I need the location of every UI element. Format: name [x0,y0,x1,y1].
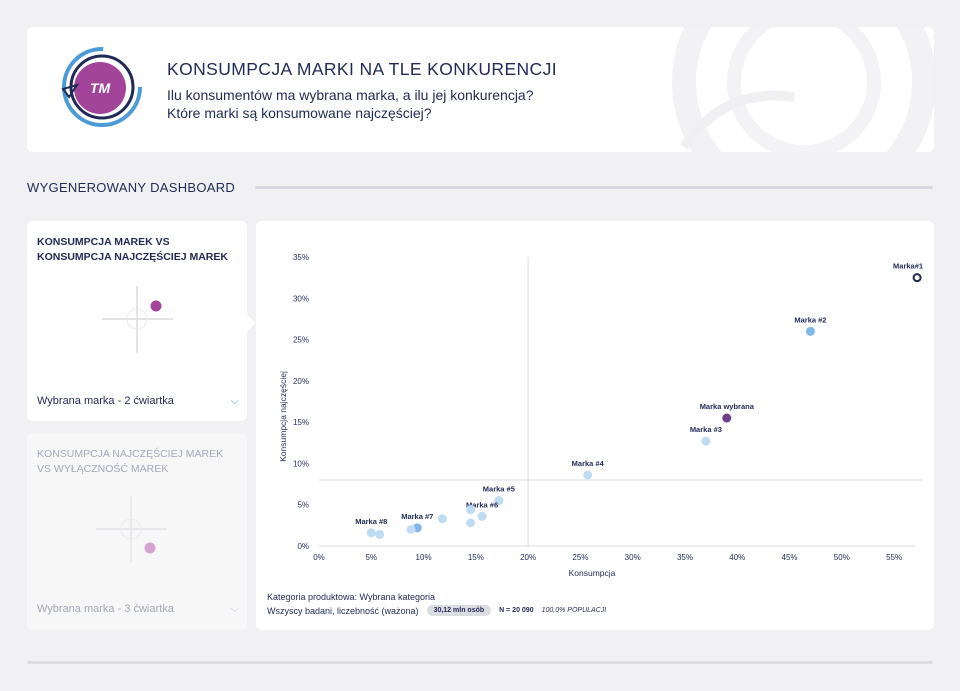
data-point [477,511,487,521]
bottom-divider [27,661,933,664]
chevron-down-icon[interactable]: ⌵ [230,603,239,615]
y-axis-label: Konsumpcja najczęściej [278,371,288,462]
data-point [722,413,732,423]
subtitle-line-1: Ilu konsumentów ma wybrana marka, a ilu … [167,87,534,103]
quadrant-select[interactable]: Wybrana marka - 2 ćwiartka ⌵ [37,395,239,407]
y-tick-label: 25% [293,336,309,345]
data-label: Marka #4 [572,459,605,468]
quadrant-icon [96,496,167,563]
header-decoration [672,27,934,152]
x-tick-label: 40% [729,553,745,562]
quadrant-select-value: Wybrana marka - 3 ćwiartka [37,603,174,615]
y-tick-label: 30% [293,294,309,303]
y-tick-label: 5% [297,501,309,510]
data-point [466,518,476,528]
y-tick-label: 10% [293,459,309,468]
sample-size: N = 20 090 [499,607,534,614]
tm-logo: TM [61,47,142,127]
y-tick-label: 0% [297,542,309,551]
x-tick-label: 55% [886,553,902,562]
y-tick-label: 35% [293,253,309,262]
quadrant-select[interactable]: Wybrana marka - 3 ćwiartka ⌵ [37,603,239,615]
chevron-down-icon[interactable]: ⌵ [230,395,239,407]
side-card-quadrant-3[interactable]: KONSUMPCJA NAJCZĘŚCIEJ MAREK VS WYŁĄCZNO… [27,433,247,630]
y-tick-label: 15% [293,418,309,427]
quadrant-icon [102,286,173,353]
y-tick-label: 20% [293,377,309,386]
x-tick-label: 0% [313,553,325,562]
x-tick-label: 35% [677,553,693,562]
population-badge: 30,12 mln osób [426,605,492,616]
category-label: Kategoria produktowa: Wybrana kategoria [267,592,436,602]
data-point [805,326,815,336]
x-tick-label: 20% [520,553,536,562]
x-tick-label: 5% [365,553,377,562]
data-point [375,529,385,539]
scatter-chart: 0% 5% 10% 15% 20% 25% 30% 35% 40% 45% 50% 55% 0% 5% 10… [278,253,923,578]
data-label: Marka#1 [893,262,923,271]
page-subtitle: Ilu konsumentów ma wybrana marka, a ilu … [167,86,687,122]
data-label: Marka #3 [690,425,722,434]
sample-label: Wszyscy badani, liczebność (ważona) [267,605,419,616]
x-tick-label: 25% [572,553,588,562]
side-card-quadrant-2[interactable]: KONSUMPCJA MAREK VS KONSUMPCJA NAJCZĘŚCI… [27,221,247,421]
data-point [701,436,711,446]
data-point [912,273,922,283]
side-card-title: KONSUMPCJA MAREK VS KONSUMPCJA NAJCZĘŚCI… [37,236,228,263]
data-label: Marka #5 [483,485,515,494]
data-point [466,505,476,515]
section-title: WYGENEROWANY DASHBOARD [27,180,236,195]
section-divider [255,186,933,189]
data-point [366,528,376,538]
quadrant-dot [150,300,162,312]
x-tick-label: 30% [625,553,641,562]
quadrant-dot [144,542,156,554]
data-point [406,524,416,534]
data-point [494,496,504,506]
data-label: Marka wybrana [700,402,755,411]
logo-text: TM [90,80,111,96]
x-axis-label: Konsumpcja [569,568,616,578]
x-tick-label: 15% [468,553,484,562]
sample-info: Wszyscy badani, liczebność (ważona) 30,1… [267,605,606,616]
x-tick-label: 50% [834,553,850,562]
data-label: Marka #2 [794,315,826,324]
side-card-title: KONSUMPCJA NAJCZĘŚCIEJ MAREK VS WYŁĄCZNO… [37,448,224,475]
subtitle-line-2: Które marki są konsumowane najczęściej? [167,105,432,121]
x-tick-label: 10% [416,553,432,562]
data-label: Marka #7 [401,512,433,521]
x-tick-label: 45% [782,553,798,562]
data-label: Marka #8 [355,517,387,526]
chart-card: 0% 5% 10% 15% 20% 25% 30% 35% 40% 45% 50% 55% 0% 5% 10… [256,221,934,630]
data-label: Marka #6 [466,500,498,509]
page-title: KONSUMPCJA MARKI NA TLE KONKURENCJI [167,59,558,79]
population-percent: 100,0% POPULACJI [541,607,607,614]
header-card: TM KONSUMPCJA MARKI NA TLE KONKURENCJI I… [27,27,934,152]
data-point [437,514,447,524]
data-point [583,470,593,480]
quadrant-select-value: Wybrana marka - 2 ćwiartka [37,395,174,407]
